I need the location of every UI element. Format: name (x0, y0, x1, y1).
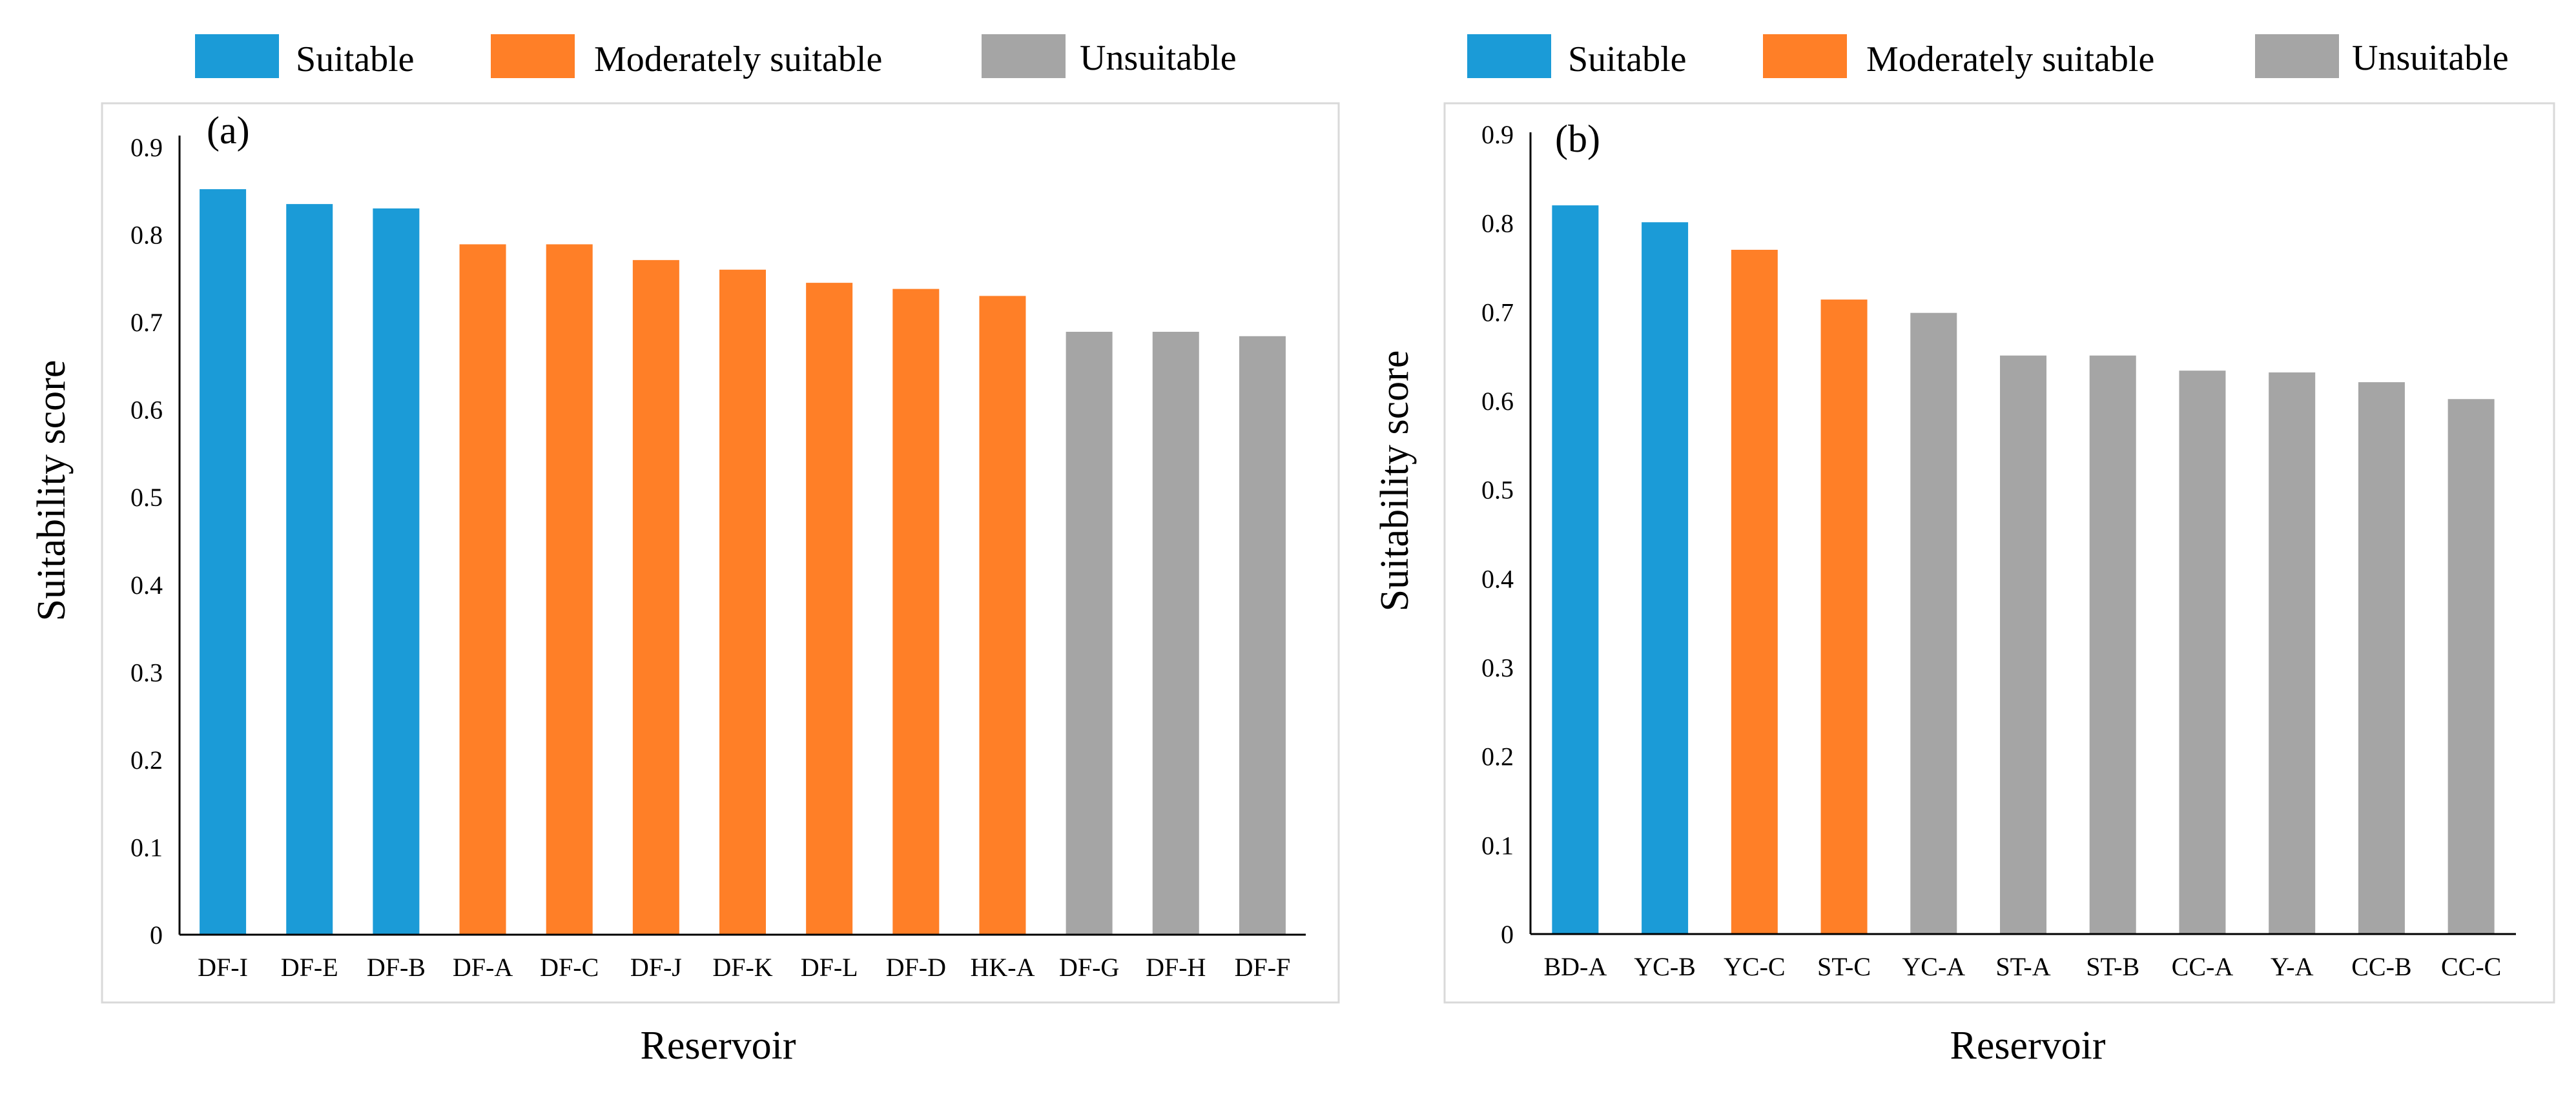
x-tick-label-df-c: DF-C (540, 953, 599, 982)
x-tick-label-df-i: DF-I (198, 953, 248, 982)
legend-swatch-moderate (491, 34, 575, 78)
plot-frame-a (101, 102, 1340, 1004)
legend-a: Suitable Moderately suitable Unsuitable (195, 34, 1237, 79)
bar-df-f (1239, 336, 1286, 935)
x-tick-label-df-g: DF-G (1059, 953, 1119, 982)
bar-df-h (1152, 332, 1199, 935)
plot-frame-b (1443, 102, 2555, 1004)
y-tick-label-9: 0.9 (1481, 120, 1514, 149)
bar-y-a (2269, 372, 2316, 934)
legend-swatch-suitable (195, 34, 279, 78)
x-tick-label-cc-a: CC-A (2172, 952, 2234, 981)
x-tick-labels-b: BD-A YC-B YC-C ST-C YC-A ST-A ST-B CC-A … (1543, 952, 2501, 981)
legend-label-unsuitable: Unsuitable (2352, 38, 2509, 78)
y-tick-label-1: 0.1 (130, 833, 163, 862)
bar-yc-b (1642, 222, 1689, 934)
bar-cc-b (2358, 382, 2405, 934)
bar-st-c (1820, 300, 1868, 934)
bar-df-g (1066, 332, 1113, 935)
bar-df-b (373, 208, 420, 935)
bar-df-e (286, 204, 333, 935)
x-tick-label-yc-c: YC-C (1724, 952, 1786, 981)
bar-yc-c (1731, 249, 1778, 934)
x-tick-label-yc-b: YC-B (1634, 952, 1696, 981)
y-tick-label-8: 0.8 (1481, 209, 1514, 238)
bar-cc-c (2447, 399, 2495, 934)
panel-label-b: (b) (1555, 117, 1600, 160)
x-axis-title-b: Reservoir (1950, 1024, 2105, 1068)
x-tick-label-df-e: DF-E (281, 953, 338, 982)
y-tick-label-5: 0.5 (1481, 476, 1514, 505)
bar-df-j (632, 259, 679, 935)
x-tick-labels-a: DF-I DF-E DF-B DF-A DF-C DF-J DF-K DF-L … (198, 953, 1290, 982)
y-axis-title-a: Suitability score (30, 360, 74, 622)
bars-b (1552, 205, 2495, 935)
bar-df-d (892, 289, 940, 935)
y-tick-label-6: 0.6 (130, 396, 163, 425)
bar-st-b (2089, 355, 2136, 934)
y-tick-label-3: 0.3 (1481, 653, 1514, 682)
legend-label-suitable: Suitable (296, 39, 415, 79)
bar-df-i (200, 189, 247, 935)
bar-df-l (806, 283, 853, 935)
chart-panel-a: Suitable Moderately suitable Unsuitable … (30, 34, 1340, 1068)
x-tick-label-yc-a: YC-A (1902, 952, 1965, 981)
x-tick-label-df-f: DF-F (1235, 953, 1291, 982)
legend-label-suitable: Suitable (1568, 39, 1687, 79)
bar-yc-a (1910, 312, 1957, 935)
y-tick-label-7: 0.7 (130, 308, 163, 337)
x-tick-label-df-k: DF-K (712, 953, 772, 982)
y-tick-label-8: 0.8 (130, 221, 163, 250)
x-tick-label-df-a: DF-A (453, 953, 513, 982)
legend-label-unsuitable: Unsuitable (1080, 38, 1237, 78)
y-tick-label-4: 0.4 (1481, 564, 1514, 593)
bar-df-k (719, 269, 766, 935)
y-tick-label-6: 0.6 (1481, 387, 1514, 416)
y-ticks-a: 0 0.1 0.2 0.3 0.4 0.5 0.6 0.7 0.8 0.9 (130, 133, 163, 950)
x-tick-label-df-j: DF-J (630, 953, 682, 982)
bar-bd-a (1552, 205, 1599, 935)
bar-hk-a (979, 296, 1026, 935)
x-tick-label-df-l: DF-L (801, 953, 858, 982)
x-tick-label-df-d: DF-D (886, 953, 946, 982)
y-tick-label-2: 0.2 (130, 746, 163, 775)
bar-cc-a (2179, 371, 2226, 934)
bar-df-a (459, 244, 506, 935)
y-tick-label-2: 0.2 (1481, 742, 1514, 771)
bars-a (200, 189, 1286, 935)
legend-b: Suitable Moderately suitable Unsuitable (1467, 34, 2509, 79)
x-tick-label-cc-c: CC-C (2441, 952, 2501, 981)
y-tick-label-7: 0.7 (1481, 298, 1514, 327)
legend-swatch-suitable (1467, 34, 1551, 78)
bar-st-a (2000, 355, 2046, 934)
legend-swatch-unsuitable (2255, 34, 2339, 78)
y-ticks-b: 0 0.1 0.2 0.3 0.4 0.5 0.6 0.7 0.8 0.9 (1481, 120, 1514, 949)
x-tick-label-y-a: Y-A (2271, 952, 2314, 981)
y-tick-label-1: 0.1 (1481, 831, 1514, 860)
x-tick-label-df-h: DF-H (1146, 953, 1206, 982)
bar-df-c (546, 244, 593, 935)
x-tick-label-df-b: DF-B (367, 953, 426, 982)
legend-label-moderate: Moderately suitable (594, 39, 882, 79)
x-tick-label-st-a: ST-A (1995, 952, 2050, 981)
legend-swatch-unsuitable (982, 34, 1066, 78)
panel-label-a: (a) (207, 109, 250, 152)
legend-swatch-moderate (1763, 34, 1847, 78)
x-tick-label-cc-b: CC-B (2351, 952, 2411, 981)
y-tick-label-0: 0 (1501, 920, 1514, 949)
x-axis-title-a: Reservoir (640, 1024, 796, 1068)
y-tick-label-3: 0.3 (130, 658, 163, 687)
x-tick-label-hk-a: HK-A (970, 953, 1035, 982)
legend-label-moderate: Moderately suitable (1866, 39, 2154, 79)
y-tick-label-4: 0.4 (130, 571, 163, 600)
chart-panel-b: Suitable Moderately suitable Unsuitable … (1373, 34, 2555, 1068)
y-tick-label-0: 0 (150, 920, 163, 950)
x-tick-label-st-c: ST-C (1817, 952, 1871, 981)
x-tick-label-bd-a: BD-A (1543, 952, 1607, 981)
x-tick-label-st-b: ST-B (2086, 952, 2139, 981)
y-axis-title-b: Suitability score (1373, 351, 1417, 612)
y-tick-label-5: 0.5 (130, 483, 163, 512)
y-tick-label-9: 0.9 (130, 133, 163, 162)
